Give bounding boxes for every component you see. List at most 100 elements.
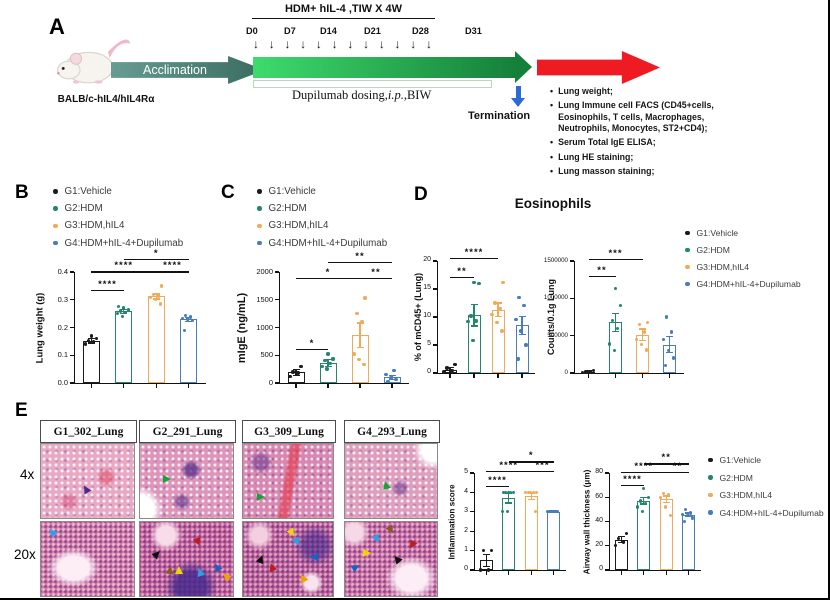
data-point (624, 531, 628, 536)
legend-item: G3:HDM,hIL4 (257, 220, 387, 231)
sig-line (360, 277, 392, 279)
legend-label: G2:HDM (696, 245, 730, 255)
data-point (389, 376, 393, 380)
sig-line (450, 258, 498, 260)
y-tick-label: 1000000 (543, 294, 568, 302)
error-cap (612, 330, 619, 332)
data-point (495, 320, 499, 325)
data-point (533, 510, 537, 514)
y-tick-label: 0.4 (57, 267, 68, 277)
legend-dot-icon (53, 223, 58, 229)
legend-panel-c: G1:Vehicle G2:HDM G3:HDM,hIL4 G4:HDM+hIL-4+… (257, 186, 387, 255)
error-bar (473, 304, 475, 326)
bar-group-g4 (682, 514, 696, 570)
data-point (474, 319, 478, 323)
y-tick-label: 500000 (547, 331, 568, 339)
bar-group-g1 (82, 340, 100, 383)
error-cap (518, 315, 526, 318)
timeline-title: HDM+ hIL-4 ,TIW X 4W (252, 3, 435, 19)
endpoint-list: • Lung weight; • Lung Immune cell FACS (CD4… (550, 86, 765, 180)
legend-dot-icon (257, 240, 262, 246)
error-bar (643, 497, 645, 504)
error-cap (617, 542, 625, 544)
legend-label: G4:HDM+hIL-4+Dupilumab (719, 507, 824, 518)
error-cap (446, 366, 454, 368)
legend-label: G4:HDM+hIL-4+Dupilumab (696, 279, 801, 289)
day-label-D28: D28 (412, 26, 429, 36)
data-point (583, 369, 588, 374)
data-point (645, 320, 650, 324)
cyan-arrowhead-icon (46, 526, 59, 538)
data-point (534, 490, 538, 495)
termination-label: Termination (468, 110, 531, 122)
error-cap (585, 371, 592, 373)
legend-item: G1:Vehicle (53, 186, 183, 197)
bullet-icon: • (550, 151, 554, 162)
data-point (325, 367, 329, 371)
blue-arrowhead-icon (211, 561, 222, 573)
error-cap (585, 370, 592, 372)
x-axis (74, 383, 206, 385)
red-arrowhead-icon (192, 537, 204, 548)
sig-label: ** (355, 251, 365, 262)
error-bar (587, 370, 590, 373)
data-point (392, 368, 396, 372)
data-point (636, 505, 640, 509)
error-cap (505, 502, 513, 504)
x-axis (474, 570, 566, 572)
y-tick-label: 0 (427, 368, 431, 376)
histology-header-g1: G1_302_Lung (40, 420, 137, 443)
bullet-icon: • (550, 100, 554, 111)
bar-group-g4 (547, 511, 561, 570)
data-point (501, 510, 505, 514)
data-point (384, 372, 388, 377)
timeline-arrowhead-icon (515, 51, 532, 83)
yellow-arrowhead-icon (175, 566, 184, 575)
y-tick-label: 3 (464, 507, 468, 515)
y-axis (574, 261, 576, 373)
data-point (642, 487, 646, 491)
data-point (450, 369, 454, 373)
data-point (507, 490, 511, 495)
y-tick-label: 1500 (256, 294, 273, 304)
data-point (549, 510, 553, 514)
data-point (509, 490, 513, 495)
legend-item: G4:HDM+hIL-4+Dupilumab (708, 508, 824, 518)
day-label-D21: D21 (364, 26, 381, 36)
y-tick (433, 344, 437, 346)
blue-arrowhead-icon (309, 553, 318, 562)
data-point (644, 501, 648, 505)
error-cap (639, 328, 646, 330)
legend-item: G2:HDM (708, 473, 824, 483)
sig-line (588, 258, 643, 261)
legend-item: G3:HDM,hIL4 (685, 262, 801, 272)
legend-label: G3:HDM,hIL4 (696, 262, 750, 272)
bar-group-g3 (659, 499, 673, 570)
mouse-strain-label: BALB/c-hIL4/hIL4Rα (57, 94, 155, 105)
x-tick (688, 571, 690, 575)
error-bar (614, 313, 617, 332)
error-bar (665, 496, 667, 503)
legend-label: G1:Vehicle (268, 186, 316, 197)
legend-dot-icon (708, 457, 713, 463)
y-tick-label: 5 (427, 340, 431, 348)
legend-dot-icon (257, 223, 262, 229)
y-tick (433, 316, 437, 318)
sig-line (643, 463, 689, 465)
sig-label: ** (597, 264, 607, 276)
dose-down-arrow-icon: ↓ (363, 37, 370, 51)
y-tick (433, 260, 437, 262)
y-tick (70, 382, 74, 384)
y-tick-label: 0.2 (57, 322, 68, 332)
y-tick (275, 382, 279, 384)
sig-label: **** (98, 279, 117, 291)
error-bar (508, 493, 510, 504)
acclimation-label: Acclimation (143, 63, 207, 77)
legend-item: G1:Vehicle (685, 228, 801, 238)
termination-arrow-icon (516, 86, 521, 99)
legend-dot-icon (708, 510, 713, 515)
error-cap (662, 495, 670, 497)
data-point (516, 357, 520, 361)
data-point (639, 499, 643, 503)
dosing-bracket (253, 80, 492, 88)
